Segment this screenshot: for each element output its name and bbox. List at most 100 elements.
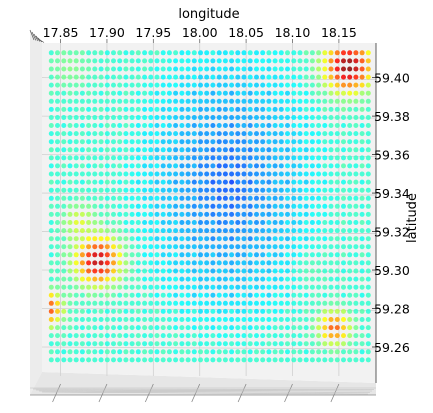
data-point <box>235 58 241 64</box>
data-point <box>173 244 179 250</box>
data-point <box>216 106 222 112</box>
data-point <box>235 268 241 274</box>
data-point <box>347 98 353 104</box>
data-point <box>272 292 278 298</box>
data-point <box>334 292 340 298</box>
data-point <box>111 308 116 314</box>
data-point <box>359 171 365 177</box>
data-point <box>142 236 148 242</box>
data-point <box>55 260 60 266</box>
data-point <box>247 228 253 234</box>
data-point <box>303 220 309 225</box>
data-point <box>309 252 315 258</box>
data-point <box>210 325 216 331</box>
data-point <box>303 244 309 250</box>
data-point <box>278 66 284 72</box>
data-point <box>303 211 309 217</box>
data-point <box>179 106 185 112</box>
data-point <box>353 284 359 290</box>
data-point <box>55 82 60 88</box>
data-point <box>98 203 104 209</box>
data-point <box>229 179 235 185</box>
data-point <box>129 268 135 274</box>
data-point <box>334 349 340 355</box>
data-point <box>272 74 278 80</box>
data-point <box>272 147 278 153</box>
data-point <box>104 147 110 153</box>
data-point <box>341 284 346 290</box>
data-point <box>278 349 284 355</box>
data-point <box>92 139 98 145</box>
data-point <box>247 50 253 56</box>
data-point <box>341 155 346 161</box>
data-point <box>222 106 228 112</box>
data-point <box>247 325 253 331</box>
data-point <box>148 179 154 185</box>
data-point <box>55 357 60 363</box>
data-point <box>204 115 210 120</box>
data-point <box>359 260 365 266</box>
data-point <box>117 228 123 234</box>
data-point <box>191 171 197 177</box>
data-point <box>154 252 160 258</box>
data-point <box>123 252 129 258</box>
data-point <box>303 284 309 290</box>
data-point <box>341 292 346 298</box>
data-point <box>328 268 334 274</box>
data-point <box>285 74 290 80</box>
data-point <box>291 115 297 120</box>
data-point <box>79 50 85 56</box>
data-point <box>198 155 203 161</box>
data-point <box>309 58 315 64</box>
data-point <box>297 317 303 322</box>
data-point <box>160 106 166 112</box>
data-point <box>166 123 172 128</box>
bottom-spike <box>330 383 340 403</box>
data-point <box>148 292 154 298</box>
data-point <box>111 131 116 137</box>
y-tick-label: 59.30 <box>374 263 410 278</box>
data-point <box>222 260 228 266</box>
data-point <box>98 308 104 314</box>
data-point <box>67 66 73 72</box>
data-point <box>365 236 371 242</box>
data-point <box>61 58 67 64</box>
data-point <box>67 317 73 322</box>
data-point <box>185 203 191 209</box>
data-point <box>135 300 141 306</box>
data-point <box>198 179 203 185</box>
data-point <box>148 252 154 258</box>
data-point <box>148 300 154 306</box>
data-point <box>266 50 272 56</box>
data-point <box>55 349 60 355</box>
bottom-spike <box>284 383 293 403</box>
data-point <box>198 203 203 209</box>
data-point <box>160 171 166 177</box>
data-point <box>291 123 297 128</box>
data-point <box>154 203 160 209</box>
data-point <box>316 139 322 145</box>
data-point <box>98 139 104 145</box>
data-point <box>179 284 185 290</box>
data-point <box>86 300 92 306</box>
data-point <box>104 308 110 314</box>
data-point <box>185 325 191 331</box>
data-point <box>254 74 259 80</box>
data-point <box>322 349 328 355</box>
data-point <box>98 123 104 128</box>
data-point <box>285 284 290 290</box>
data-point <box>79 292 85 298</box>
data-point <box>148 98 154 104</box>
data-point <box>347 357 353 363</box>
data-point <box>55 244 60 250</box>
data-point <box>291 260 297 266</box>
data-point <box>142 171 148 177</box>
data-point <box>241 98 247 104</box>
data-point <box>86 106 92 112</box>
data-point <box>67 82 73 88</box>
data-point <box>191 244 197 250</box>
data-point <box>191 82 197 88</box>
data-point <box>98 325 104 331</box>
data-point <box>359 268 365 274</box>
data-point <box>347 300 353 306</box>
